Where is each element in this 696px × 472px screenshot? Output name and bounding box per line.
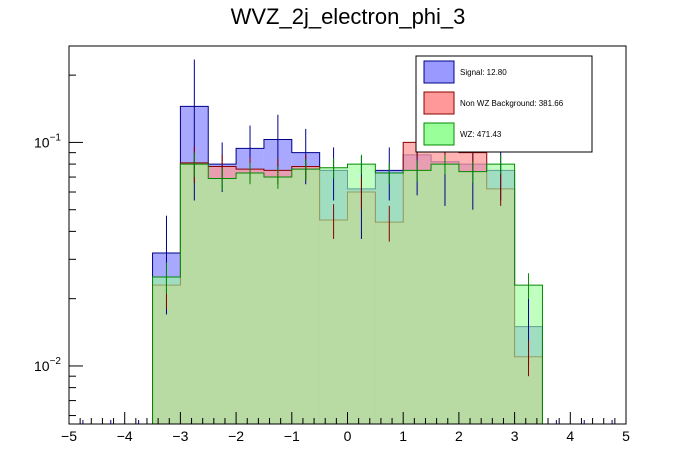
x-tick-label: 1 [399, 428, 407, 444]
empty-bins-layer [82, 420, 613, 424]
x-axis: −5 −4 −3 −2 −1 0 1 2 3 4 5 [61, 412, 630, 444]
legend-entry-non-wz-background: Non WZ Background: 381.66 [423, 91, 564, 115]
legend-swatch-non-wz-background [423, 91, 455, 115]
bar-wz-bin-10 [431, 164, 459, 425]
x-tick-label: 4 [566, 428, 574, 444]
bar-wz-bin-11 [458, 171, 487, 424]
x-tick-label: 3 [511, 428, 519, 444]
legend-entry-wz: WZ: 471.43 [423, 122, 502, 146]
bar-wz-bin-2 [208, 178, 237, 424]
x-tick-label: −2 [228, 428, 244, 444]
legend-label-wz: WZ: 471.43 [460, 130, 502, 139]
y-tick-label-base: 10 [34, 358, 50, 374]
bar-wz-bin-3 [236, 172, 264, 424]
x-tick-label: 5 [622, 428, 630, 444]
bar-wz-bin-1 [180, 164, 209, 425]
y-axis: 10−110−2 [34, 74, 83, 417]
chart-title: WVZ_2j_electron_phi_3 [231, 4, 466, 29]
x-tick-label: 2 [455, 428, 463, 444]
legend-swatch-signal [423, 60, 455, 84]
plot-area: −5 −4 −3 −2 −1 0 1 2 3 4 5 10−110−2 [34, 45, 630, 444]
bar-wz-bin-5 [291, 169, 320, 424]
bar-wz-bin-12 [486, 164, 515, 425]
bar-wz-bin-9 [403, 170, 432, 424]
bars-layer [152, 105, 543, 425]
y-tick-label-base: 10 [34, 134, 50, 150]
x-tick-label: 0 [344, 428, 352, 444]
outline-wz [152, 163, 543, 424]
y-tick-label-exponent: −2 [50, 356, 62, 367]
y-tick-label-exponent: −1 [50, 132, 62, 143]
legend-entry-signal: Signal: 12.80 [423, 60, 507, 84]
x-tick-label: −3 [172, 428, 188, 444]
bar-wz-bin-4 [263, 177, 292, 424]
legend-label-signal: Signal: 12.80 [460, 68, 507, 77]
x-tick-label: −4 [117, 428, 133, 444]
legend-label-non-wz-background: Non WZ Background: 381.66 [460, 99, 564, 108]
y-tick-label: 10−2 [34, 356, 61, 374]
legend-swatch-wz [423, 122, 455, 146]
legend: Signal: 12.80 Non WZ Background: 381.66 … [415, 55, 593, 153]
x-tick-label: −5 [61, 428, 77, 444]
y-tick-label: 10−1 [34, 132, 61, 150]
x-tick-label: −1 [284, 428, 300, 444]
